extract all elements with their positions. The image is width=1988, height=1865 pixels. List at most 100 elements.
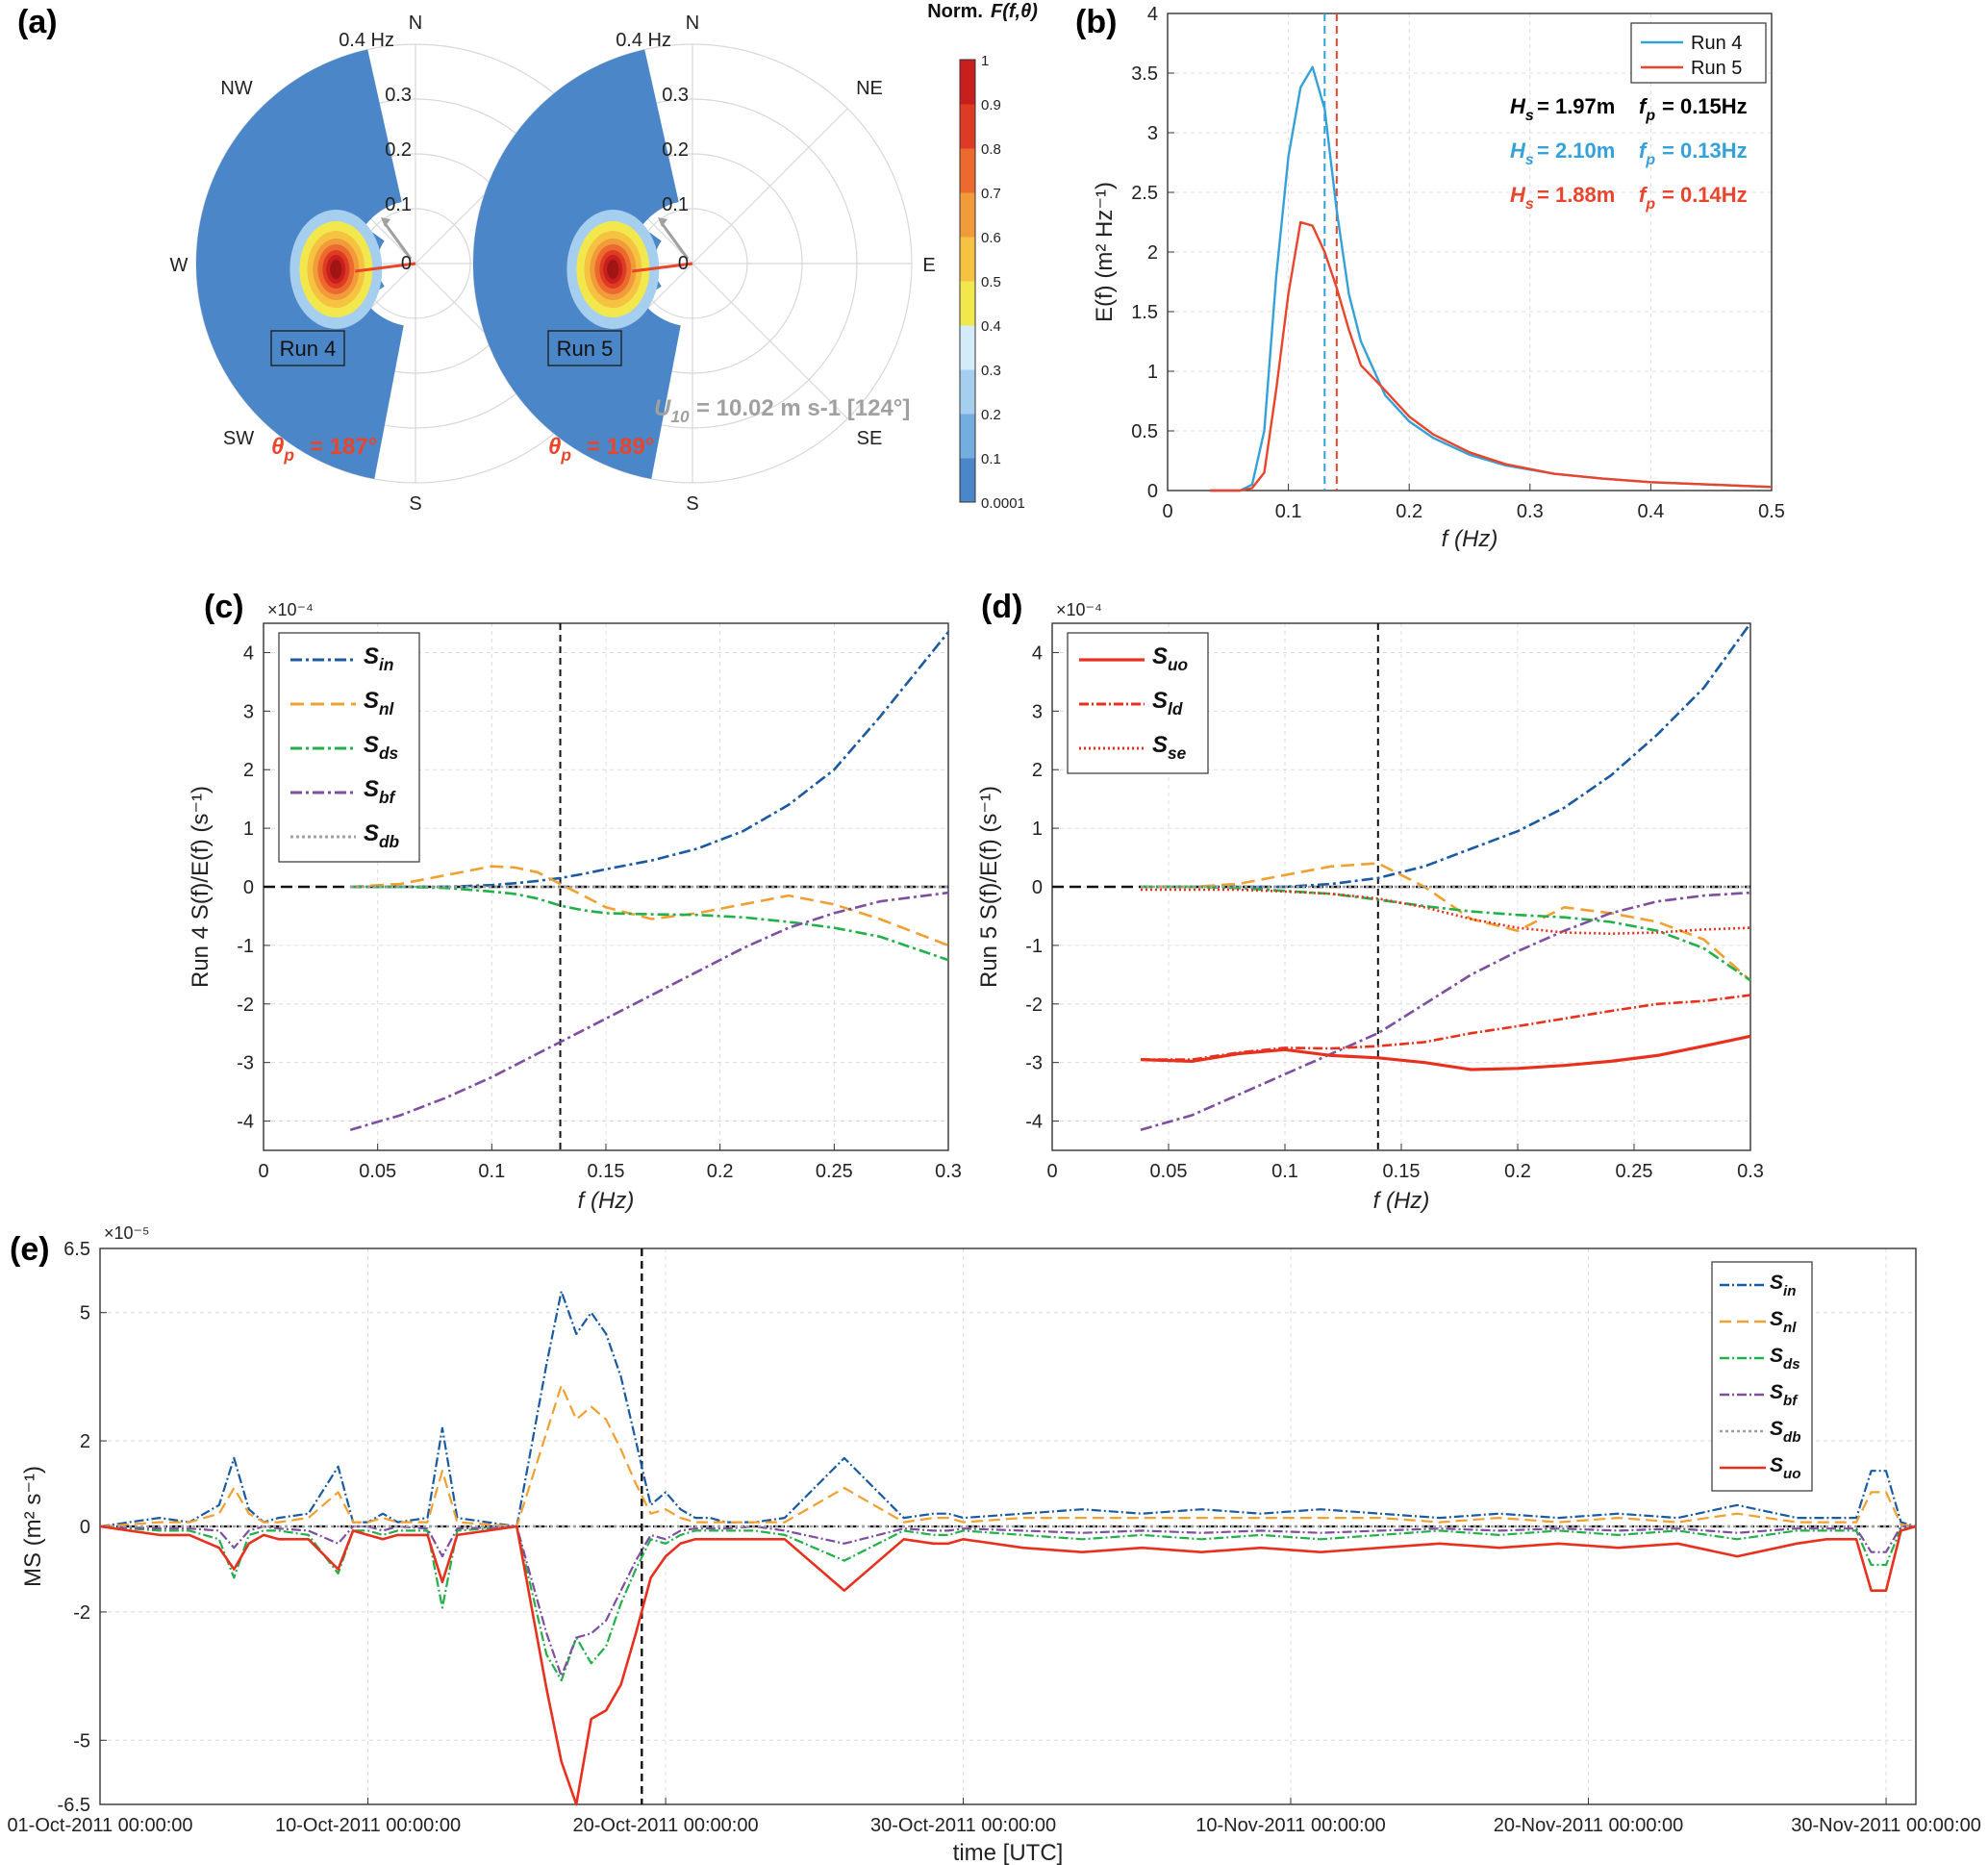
- compass-label: W: [170, 255, 189, 276]
- x-tick-label: 0.1: [478, 1161, 505, 1182]
- panel-c-run4-source-terms: 0 0.05 0.1 0.15 0.2 0.25 0.3 -4 -3 -2 -1 0 1 2 3 4 ×10⁻⁴…: [188, 600, 962, 1214]
- y-tick-label: 0.5: [1131, 421, 1158, 442]
- series-line-nl: [1141, 862, 1751, 982]
- theta-p-value: = 187°: [310, 434, 377, 460]
- panel-label-c: (c): [204, 589, 244, 625]
- x-tick-label: 20-Nov-2011 00:00:00: [1494, 1815, 1684, 1836]
- x-tick-label: 0.2: [707, 1161, 734, 1182]
- x-tick-label: 0.05: [1150, 1161, 1188, 1182]
- y-tick-label: 1: [1147, 362, 1158, 383]
- x-tick-label: 0.3: [1737, 1161, 1764, 1182]
- x-tick-label: 20-Oct-2011 00:00:00: [573, 1815, 759, 1836]
- wind-arrowhead: [658, 217, 667, 227]
- fp-value: = 0.14Hz: [1662, 183, 1748, 207]
- polar-spectrum-run-4: [195, 49, 416, 479]
- polar-spectra: [195, 49, 693, 479]
- x-tick-label: 0.1: [1271, 1161, 1298, 1182]
- y-tick-label: -2: [237, 995, 254, 1016]
- radial-tick-label: 0.2: [662, 139, 689, 161]
- wind-value: = 10.02 m s-1 [124°]: [696, 395, 910, 421]
- y-axis-label: MS (m² s⁻¹): [20, 1466, 46, 1587]
- axis-exponent: ×10⁻⁵: [104, 1223, 150, 1243]
- y-tick-label: 3: [243, 701, 254, 722]
- polar-spoke: [692, 263, 848, 419]
- x-tick-label: 0.1: [1275, 501, 1302, 522]
- hs-symbol: Hs: [1510, 94, 1534, 124]
- run-label-box: [270, 330, 345, 366]
- y-tick-label: -4: [1025, 1112, 1043, 1133]
- colorbar-tick-label: 0.7: [981, 186, 1001, 202]
- colorbar-tick-label: 0.1: [981, 451, 1001, 467]
- panel-label-d: (d): [981, 589, 1022, 625]
- y-tick-label: 2: [80, 1431, 90, 1452]
- compass-label: E: [922, 255, 935, 276]
- energy-contour: [330, 260, 342, 279]
- legend-label: Sld: [1152, 688, 1183, 718]
- colorbar-function: F(f,θ): [991, 1, 1038, 22]
- legend-label: Sdb: [1770, 1418, 1800, 1446]
- fp-symbol: fp: [1639, 94, 1655, 124]
- y-tick-label: -3: [237, 1053, 254, 1074]
- compass-label: NW: [220, 78, 252, 99]
- legend-box: [1711, 1261, 1813, 1492]
- plot-frame: [1167, 13, 1773, 491]
- hs-value: = 1.88m: [1537, 183, 1615, 207]
- colorbar-tick-label: 0.3: [981, 363, 1001, 379]
- axis-exponent: ×10⁻⁴: [1056, 600, 1102, 619]
- series-line-ds: [350, 885, 949, 962]
- colorbar-tick-label: 0.8: [981, 141, 1001, 158]
- x-tick-label: 30-Nov-2011 00:00:00: [1791, 1815, 1981, 1836]
- y-tick-label: 0: [1147, 481, 1158, 502]
- series-line-uo: [1140, 1034, 1751, 1071]
- colorbar-band: [960, 458, 975, 503]
- theta-p-value: = 189°: [587, 434, 654, 460]
- legend-label: Suo: [1152, 643, 1188, 674]
- y-tick-label: -4: [237, 1112, 254, 1133]
- x-tick-label: 0.2: [1504, 1161, 1531, 1182]
- y-tick-label: 6.5: [63, 1239, 90, 1260]
- colorbar-band: [960, 369, 975, 415]
- panel-b-energy-spectrum: 0 0.1 0.2 0.3 0.4 0.5 0 0.5 1 1.5 2 2.5 3 3.5 4 f (Hz) E…: [1092, 4, 1785, 552]
- y-tick-label: 2.5: [1131, 183, 1158, 204]
- legend-label: Sds: [1770, 1345, 1800, 1373]
- x-tick-label: 0.3: [935, 1161, 962, 1182]
- y-tick-label: -3: [1025, 1053, 1043, 1074]
- radial-tick-label: 0.1: [385, 194, 412, 215]
- axis-exponent: ×10⁻⁴: [267, 600, 314, 619]
- y-tick-label: 1: [243, 819, 254, 840]
- legend-label: Sbf: [364, 776, 397, 807]
- y-tick-label: 2: [1032, 760, 1043, 781]
- x-tick-label: 0.2: [1396, 501, 1422, 522]
- hs-value: = 2.10m: [1537, 139, 1615, 163]
- compass-label: S: [409, 493, 421, 515]
- colorbar-band: [960, 325, 975, 370]
- x-tick-label: 0.5: [1758, 501, 1785, 522]
- y-tick-label: -1: [237, 936, 254, 957]
- x-tick-label: 0: [1162, 501, 1172, 522]
- hs-symbol: Hs: [1510, 139, 1534, 168]
- y-tick-label: -1: [1025, 936, 1043, 957]
- compass-label: S: [686, 493, 698, 515]
- peak-direction-arrow: [355, 262, 416, 273]
- radial-tick-label: 0.4 Hz: [616, 30, 671, 51]
- x-tick-label: 0.3: [1517, 501, 1544, 522]
- fp-symbol: fp: [1639, 183, 1655, 213]
- colorbar-tick-label: 0.6: [981, 230, 1001, 246]
- x-tick-label: 0.25: [1616, 1161, 1653, 1182]
- radial-tick-label: 0: [678, 253, 689, 274]
- legend-label: Sse: [1152, 732, 1187, 763]
- series-line-uo: [99, 1525, 1917, 1806]
- run-label-box: [547, 330, 622, 366]
- colorbar-title: Norm.: [927, 1, 983, 22]
- run-label: Run 4: [280, 337, 337, 361]
- x-tick-label: 0: [1046, 1161, 1057, 1182]
- y-tick-label: 5: [80, 1303, 90, 1324]
- radial-tick-label: 0.2: [385, 139, 412, 161]
- polar-spectrum-run-5: [472, 49, 693, 479]
- fp-value: = 0.13Hz: [1662, 139, 1748, 163]
- series-line-nl: [99, 1384, 1917, 1528]
- y-axis-label: Run 4 S(f)/E(f) (s⁻¹): [188, 786, 214, 988]
- x-axis-label: f (Hz): [1373, 1188, 1430, 1214]
- x-tick-label: 0.25: [816, 1161, 853, 1182]
